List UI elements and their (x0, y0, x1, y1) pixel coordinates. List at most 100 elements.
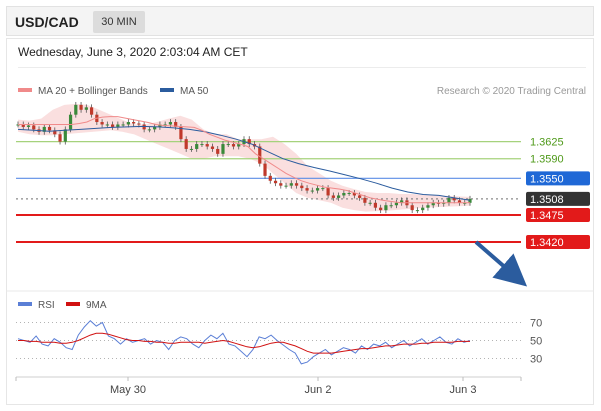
candle-body (452, 197, 456, 201)
candle-body (200, 144, 204, 146)
ma9-line (18, 332, 470, 354)
candle-body (68, 114, 73, 130)
candle-body (457, 200, 462, 203)
candle-body (21, 124, 25, 127)
candle-body (89, 107, 94, 115)
candle-body (121, 124, 125, 126)
candle-body (147, 129, 151, 131)
currency-pair-title: USD/CAD (15, 14, 79, 30)
candle-body (116, 124, 120, 127)
candle-body (137, 123, 141, 125)
candle-body (47, 126, 52, 131)
candle-body (305, 188, 309, 191)
x-tick-label: Jun 2 (305, 384, 332, 396)
candle-body (205, 144, 209, 147)
chart-header: USD/CAD 30 MIN (6, 6, 594, 36)
candle-body (26, 125, 31, 127)
candle-body (415, 210, 420, 212)
ma50-legend-label: MA 50 (180, 86, 209, 97)
level-label-0: 1.3625 (530, 137, 564, 149)
candle-body (310, 190, 314, 192)
candle-body (32, 125, 36, 130)
candle-body (331, 195, 335, 198)
candle-body (158, 124, 162, 127)
rsi-tick-label: 30 (530, 354, 542, 366)
level-badge-2 (526, 171, 590, 186)
x-tick-label: May 30 (110, 384, 146, 396)
candle-body (263, 163, 267, 176)
level-badge-3 (526, 191, 590, 206)
candle-body (100, 122, 104, 125)
ma50-legend-swatch (160, 88, 174, 92)
candle-body (326, 188, 330, 196)
candle-body (363, 197, 367, 203)
header-divider (18, 67, 586, 68)
candle-body (337, 195, 341, 198)
candle-body (421, 207, 425, 211)
candle-body (268, 175, 272, 181)
candle-body (379, 207, 383, 211)
ma20-line (18, 116, 470, 204)
candle-body (174, 122, 178, 127)
candle-body (195, 144, 199, 149)
candle-body (410, 205, 414, 211)
candle-body (321, 188, 325, 190)
x-axis-ticks: May 30 Jun 2 Jun 3 (15, 377, 522, 396)
candle-body (300, 185, 304, 189)
candle-body (258, 146, 262, 164)
candle-body (210, 146, 215, 149)
candle-body (58, 134, 62, 142)
level-label-2: 1.3550 (530, 173, 564, 185)
level-label-4: 1.3475 (530, 210, 564, 222)
candle-body (284, 185, 288, 187)
ma50-line (17, 125, 471, 201)
candle-body (373, 202, 377, 208)
candle-body (63, 129, 67, 142)
candle-body (294, 183, 299, 186)
candle-body (273, 180, 278, 184)
candle-body (342, 193, 346, 196)
candle-body (53, 130, 57, 135)
candle-body (426, 205, 430, 208)
candle-body (368, 202, 372, 204)
candle-body (153, 126, 157, 130)
candle-body (79, 104, 83, 110)
level-label-5: 1.3420 (530, 237, 564, 249)
rsi-line (17, 320, 471, 365)
candle-body (389, 205, 393, 207)
candle-body (42, 126, 46, 132)
level-badge-5 (526, 234, 590, 249)
candle-body (168, 122, 173, 125)
candle-body (189, 148, 194, 150)
candle-body (226, 144, 230, 146)
candle-body (447, 197, 451, 203)
candle-body (237, 144, 241, 147)
ma20-legend-label: MA 20 + Bollinger Bands (38, 86, 148, 97)
level-label-3: 1.3508 (530, 194, 564, 206)
candle-body (358, 195, 362, 198)
chart-datetime: Wednesday, June 3, 2020 2:03:04 AM CET (18, 45, 248, 59)
level-label-1: 1.3590 (530, 154, 564, 166)
candle-body (468, 198, 472, 203)
ma9-legend-label: 9MA (86, 300, 107, 311)
timeframe-badge[interactable]: 30 MIN (93, 11, 145, 33)
candle-body (221, 144, 225, 154)
rsi-indicator: 70 50 30 (16, 318, 542, 366)
candle-body (74, 104, 78, 115)
candle-body (347, 193, 351, 194)
candle-body (384, 205, 388, 211)
candle-body (289, 183, 293, 186)
candle-body (216, 148, 220, 154)
bollinger-band-area (18, 103, 470, 212)
candle-body (352, 193, 356, 196)
candle-body (132, 122, 136, 124)
candle-body (84, 107, 88, 110)
candle-body (400, 200, 404, 203)
candle-body (179, 126, 183, 140)
support-resistance-levels: 1.3625 1.3590 1.3550 1.3508 1.3475 1.3420 (16, 137, 590, 249)
candle-body (431, 202, 435, 206)
rsi-tick-label: 70 (530, 318, 542, 330)
level-badge-4 (526, 208, 590, 223)
chart-panel (6, 38, 594, 405)
x-tick-label: Jun 3 (450, 384, 477, 396)
